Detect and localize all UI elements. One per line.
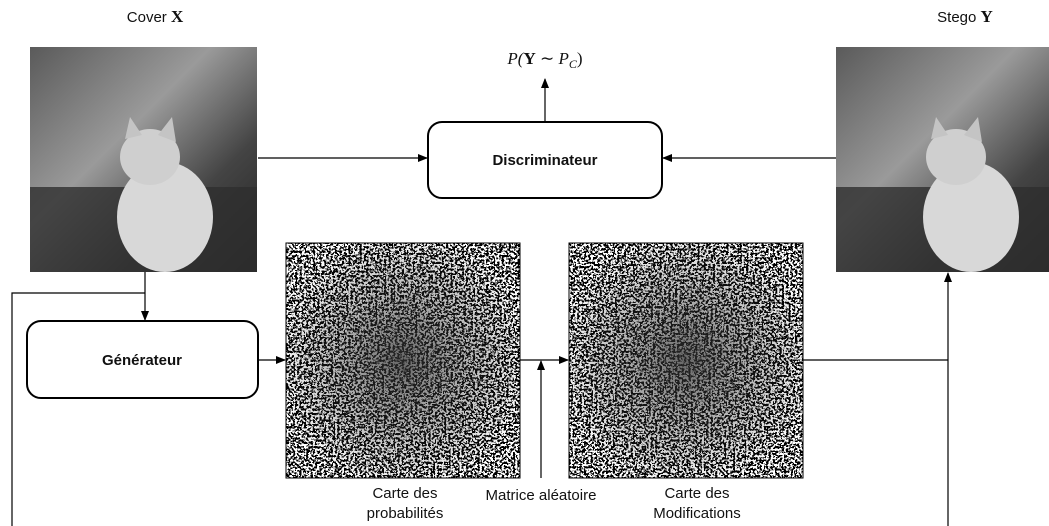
cover-image xyxy=(30,47,257,272)
discriminator-output: P(Y ∼ PC) xyxy=(506,49,582,71)
stego-symbol: Y xyxy=(981,7,993,26)
f0: P( xyxy=(506,49,524,68)
modification-map-label-1: Carte des xyxy=(664,485,729,502)
f2: ∼ xyxy=(536,49,559,68)
f4: C xyxy=(569,57,578,71)
generator-label: Générateur xyxy=(102,352,182,369)
arrows xyxy=(11,78,952,526)
cover-label: Cover X xyxy=(127,7,184,26)
probability-map-shade xyxy=(285,242,521,479)
f1: Y xyxy=(523,49,535,68)
modification-map-shade xyxy=(568,242,804,479)
stego-image xyxy=(836,47,1049,272)
cover-symbol: X xyxy=(171,7,184,26)
stego-text: Stego xyxy=(937,9,976,26)
stego-label: Stego Y xyxy=(937,7,993,26)
f3: P xyxy=(558,49,569,68)
probability-map-label-2: probabilités xyxy=(367,505,444,522)
modification-map-label-2: Modifications xyxy=(653,505,741,522)
cover-text: Cover xyxy=(127,9,167,26)
random-matrix-label: Matrice aléatoire xyxy=(486,487,597,504)
f5: ) xyxy=(577,49,583,68)
probability-map-label-1: Carte des xyxy=(372,485,437,502)
discriminator-label: Discriminateur xyxy=(492,152,597,169)
